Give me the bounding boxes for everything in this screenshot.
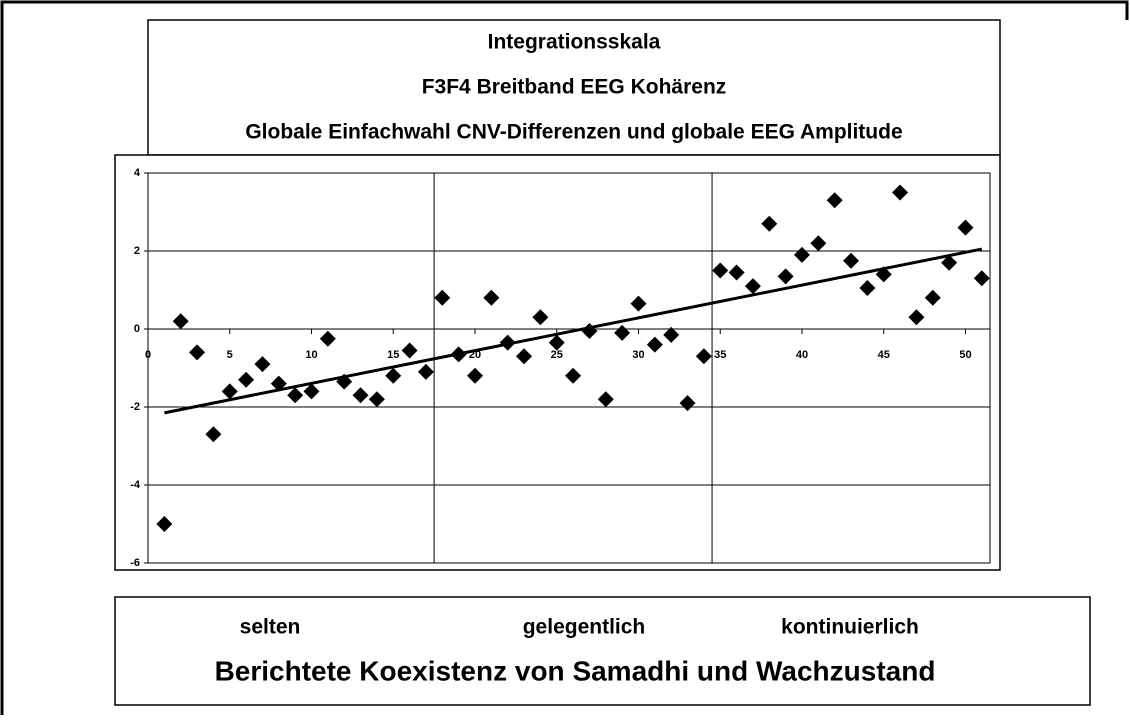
x-tick-label: 25 bbox=[551, 349, 563, 361]
x-tick-label: 15 bbox=[387, 349, 399, 361]
data-point bbox=[417, 363, 434, 380]
data-point bbox=[434, 289, 451, 306]
x-tick-label: 10 bbox=[305, 349, 317, 361]
data-point bbox=[941, 254, 958, 271]
data-point bbox=[630, 295, 647, 312]
data-point bbox=[859, 280, 876, 297]
data-point bbox=[368, 391, 385, 408]
data-point bbox=[401, 342, 418, 359]
data-point bbox=[679, 395, 696, 412]
data-point bbox=[303, 383, 320, 400]
data-point bbox=[892, 184, 909, 201]
data-point bbox=[205, 426, 222, 443]
data-point bbox=[777, 268, 794, 285]
x-tick-label: 40 bbox=[796, 349, 808, 361]
data-point bbox=[761, 215, 778, 232]
data-point bbox=[466, 367, 483, 384]
data-point bbox=[646, 336, 663, 353]
data-point bbox=[254, 356, 271, 373]
label-box bbox=[114, 596, 1091, 706]
data-point bbox=[532, 309, 549, 326]
y-tick-label: 0 bbox=[134, 323, 140, 335]
y-tick-label: 4 bbox=[134, 167, 141, 179]
title-line: F3F4 Breitband EEG Kohärenz bbox=[422, 76, 727, 99]
data-point bbox=[957, 219, 974, 236]
category-label: gelegentlich bbox=[523, 616, 646, 639]
x-tick-label: 45 bbox=[878, 349, 890, 361]
data-point bbox=[189, 344, 206, 361]
data-point bbox=[810, 235, 827, 252]
y-tick-label: -4 bbox=[130, 479, 141, 491]
data-point bbox=[287, 387, 304, 404]
data-point bbox=[843, 252, 860, 269]
category-label: kontinuierlich bbox=[781, 616, 919, 639]
trend-line bbox=[164, 247, 983, 415]
x-tick-label: 30 bbox=[632, 349, 644, 361]
data-point bbox=[565, 367, 582, 384]
data-point bbox=[156, 516, 173, 532]
data-point bbox=[319, 330, 336, 347]
data-point bbox=[516, 348, 533, 365]
data-point bbox=[663, 326, 680, 343]
data-point bbox=[483, 289, 500, 306]
data-point bbox=[238, 371, 255, 388]
data-point bbox=[728, 264, 745, 281]
category-label: selten bbox=[240, 616, 301, 639]
x-tick-label: 35 bbox=[714, 349, 726, 361]
x-tick-label: 0 bbox=[145, 349, 151, 361]
data-point bbox=[826, 192, 843, 209]
chart-box bbox=[114, 154, 1001, 571]
data-point bbox=[172, 313, 189, 330]
data-point bbox=[908, 309, 925, 326]
data-point bbox=[793, 246, 810, 263]
data-point bbox=[744, 278, 761, 295]
title-line: Integrationsskala bbox=[488, 31, 661, 54]
x-tick-label: 50 bbox=[959, 349, 971, 361]
y-tick-label: -6 bbox=[130, 557, 140, 569]
data-point bbox=[614, 324, 631, 341]
data-point bbox=[924, 289, 941, 306]
data-point bbox=[221, 383, 238, 400]
title-line: Globale Einfachwahl CNV-Differenzen und … bbox=[245, 121, 902, 144]
data-point bbox=[597, 391, 614, 408]
data-point bbox=[385, 367, 402, 384]
data-point bbox=[973, 270, 990, 287]
y-tick-label: -2 bbox=[130, 401, 140, 413]
y-tick-label: 2 bbox=[134, 245, 140, 257]
data-point bbox=[548, 334, 565, 351]
x-axis-label: Berichtete Koexistenz von Samadhi und Wa… bbox=[215, 655, 936, 686]
data-point bbox=[712, 262, 729, 279]
data-point bbox=[695, 348, 712, 365]
data-point bbox=[352, 387, 369, 404]
x-tick-label: 5 bbox=[227, 349, 233, 361]
